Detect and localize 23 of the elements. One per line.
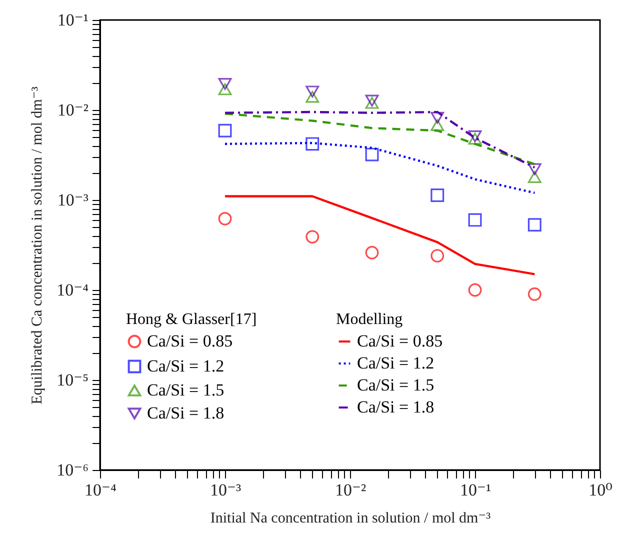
y-tick-label: 10⁻² xyxy=(57,100,88,120)
y-axis-title: Equilibrated Ca concentration in solution / mol dm⁻³ xyxy=(30,86,46,404)
y-tick-label: 10⁻¹ xyxy=(57,10,88,30)
legend-label: Ca/Si = 0.85 xyxy=(147,332,233,350)
y-tick-label: 10⁻³ xyxy=(57,190,88,210)
text: Modelling xyxy=(336,311,403,328)
x-tick-label: 10⁻¹ xyxy=(460,480,492,500)
y-tick-label: 10⁻⁴ xyxy=(56,280,89,300)
y-tick-label: 10⁻⁵ xyxy=(56,370,89,390)
legend-label: Ca/Si = 1.8 xyxy=(147,404,224,422)
text: Hong & Glasser[17] xyxy=(126,311,257,328)
x-tick-label: 10⁻² xyxy=(334,480,366,500)
x-tick-label: 10⁻⁴ xyxy=(84,480,117,500)
legend-label: Ca/Si = 1.5 xyxy=(147,380,224,400)
x-axis-title: Initial Na concentration in solution / mol dm⁻³ xyxy=(210,510,492,526)
y-tick-label: 10⁻⁶ xyxy=(56,460,89,480)
legend-label: Ca/Si = 1.8 xyxy=(357,398,434,416)
legend-label: Ca/Si = 1.5 xyxy=(357,376,434,394)
x-tick-label: 10⁻³ xyxy=(210,480,242,500)
legend-label: Ca/Si = 1.2 xyxy=(357,354,434,372)
legend-label: Ca/Si = 0.85 xyxy=(357,332,443,350)
x-tick-label: 10⁰ xyxy=(588,480,613,500)
legend-label: Ca/Si = 1.2 xyxy=(147,356,224,376)
